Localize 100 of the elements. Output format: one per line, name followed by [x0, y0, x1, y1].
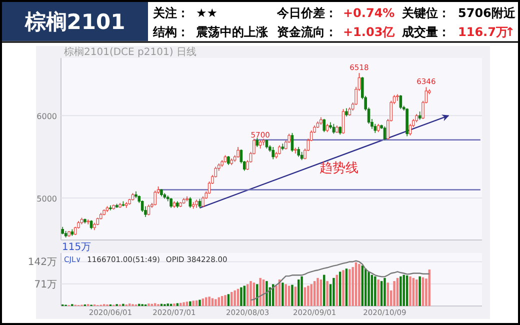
text: 震荡中的上涨	[195, 25, 269, 39]
candlestick	[297, 146, 300, 158]
bar	[304, 287, 306, 306]
annotation: 趋势线	[320, 161, 359, 176]
bar	[300, 276, 303, 306]
bar	[220, 296, 224, 306]
bar	[332, 278, 335, 306]
candlestick	[342, 108, 345, 134]
candlestick	[154, 190, 156, 206]
bar	[154, 303, 156, 306]
candlestick	[188, 196, 192, 208]
candlestick	[278, 144, 281, 155]
text: 棕榈2101	[24, 10, 126, 34]
candlestick	[396, 94, 399, 102]
bar	[202, 298, 204, 306]
y-tick-label: 71万	[34, 279, 57, 290]
bar	[409, 276, 412, 306]
bar	[380, 281, 383, 306]
bar	[354, 262, 358, 306]
bar	[345, 268, 348, 306]
bar	[246, 284, 249, 306]
bar	[236, 288, 240, 306]
candlestick	[198, 198, 202, 208]
bar	[310, 284, 312, 306]
bar	[291, 284, 294, 306]
line-series	[250, 260, 430, 301]
bar	[307, 286, 310, 306]
bar	[358, 264, 360, 306]
bar	[326, 281, 328, 306]
bar	[323, 274, 326, 306]
candlestick	[399, 94, 402, 110]
text: 5706附近	[458, 6, 516, 20]
candlestick	[374, 123, 377, 134]
text: 今日价差：	[276, 6, 337, 20]
bar	[224, 295, 226, 306]
text: 115万	[62, 242, 92, 253]
bar	[400, 276, 402, 306]
candlestick	[383, 126, 386, 141]
text: 结构：	[152, 25, 189, 39]
bar	[368, 272, 370, 306]
bar	[422, 277, 424, 306]
bar	[406, 275, 408, 306]
candlestick	[272, 146, 274, 160]
candlestick	[202, 196, 204, 208]
candlestick	[408, 123, 412, 136]
bar	[288, 286, 290, 306]
bar	[336, 274, 338, 306]
bar	[243, 286, 246, 306]
bar	[416, 280, 418, 306]
bar	[208, 296, 210, 306]
bar	[284, 284, 287, 306]
text: +0.74%	[343, 6, 395, 20]
text: 资金流向：	[277, 25, 337, 39]
text: +1.03亿	[343, 25, 396, 39]
bar	[282, 282, 284, 306]
text: 关注：	[152, 6, 189, 20]
bar	[377, 280, 380, 306]
y-tick-label: 142万	[28, 257, 57, 268]
bar	[348, 269, 351, 306]
text: 关键位：	[401, 6, 450, 20]
bar	[384, 278, 386, 306]
bar	[313, 281, 316, 306]
text: ★★	[196, 6, 218, 20]
bar	[192, 300, 194, 306]
candlestick	[265, 139, 268, 149]
bar	[198, 300, 201, 306]
bar	[176, 303, 179, 306]
candlestick	[322, 118, 326, 133]
y-tick-label: 5000	[36, 194, 57, 204]
bar	[189, 301, 192, 306]
bar	[418, 276, 421, 306]
candlestick	[227, 156, 230, 166]
bar	[298, 280, 300, 306]
bar	[240, 287, 242, 306]
bar	[250, 281, 252, 306]
candlestick	[290, 132, 294, 152]
bar	[234, 290, 236, 306]
bar	[195, 300, 198, 306]
bar	[259, 278, 262, 306]
bar	[428, 270, 430, 306]
bar	[370, 274, 374, 306]
bar	[396, 278, 399, 306]
bar	[186, 302, 188, 306]
bar	[316, 278, 319, 306]
bar	[374, 276, 376, 306]
text: 成交量：	[401, 25, 450, 39]
candlestick	[236, 146, 240, 158]
candlestick	[332, 123, 336, 134]
bar	[342, 270, 344, 306]
bar	[182, 302, 185, 306]
bar	[393, 281, 396, 306]
bar	[266, 281, 268, 306]
bar	[361, 265, 364, 306]
bar	[214, 299, 217, 306]
candlestick	[170, 198, 172, 208]
bar	[320, 280, 322, 306]
bar	[294, 286, 297, 306]
bar	[211, 298, 214, 306]
y-tick-label: 6000	[36, 112, 57, 122]
bar	[227, 294, 230, 306]
